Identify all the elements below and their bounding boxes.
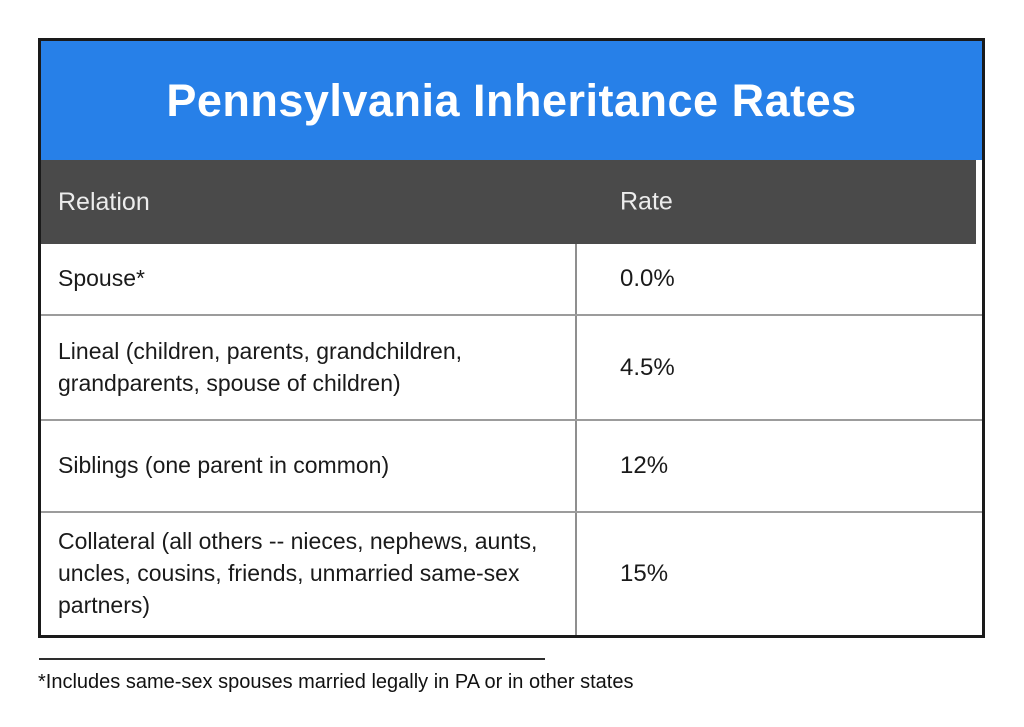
rate-cell: 15% — [575, 513, 982, 635]
rate-cell: 0.0% — [575, 244, 982, 314]
column-header-rate: Rate — [620, 187, 673, 216]
rate-cell: 12% — [575, 421, 982, 511]
page-title: Pennsylvania Inheritance Rates — [166, 74, 857, 126]
footnote-divider — [39, 658, 545, 660]
inheritance-rates-table: Pennsylvania Inheritance Rates Relation … — [38, 38, 985, 638]
table-row: Lineal (children, parents, grandchildren… — [41, 314, 982, 419]
rate-cell: 4.5% — [575, 316, 982, 419]
table-row: Siblings (one parent in common) 12% — [41, 419, 982, 511]
title-banner: Pennsylvania Inheritance Rates — [41, 41, 982, 160]
relation-cell: Siblings (one parent in common) — [58, 452, 390, 479]
column-header-relation: Relation — [58, 187, 150, 216]
footnote-text: *Includes same-sex spouses married legal… — [38, 671, 634, 693]
table-row: Collateral (all others -- nieces, nephew… — [41, 511, 982, 635]
relation-cell: Lineal (children, parents, grandchildren… — [58, 337, 463, 396]
table-row: Spouse* 0.0% — [41, 244, 982, 314]
column-header-row: Relation Rate — [41, 160, 976, 244]
relation-cell: Collateral (all others -- nieces, nephew… — [58, 528, 538, 618]
relation-cell: Spouse* — [58, 265, 145, 292]
table-body: Spouse* 0.0% Lineal (children, parents, … — [41, 244, 982, 635]
